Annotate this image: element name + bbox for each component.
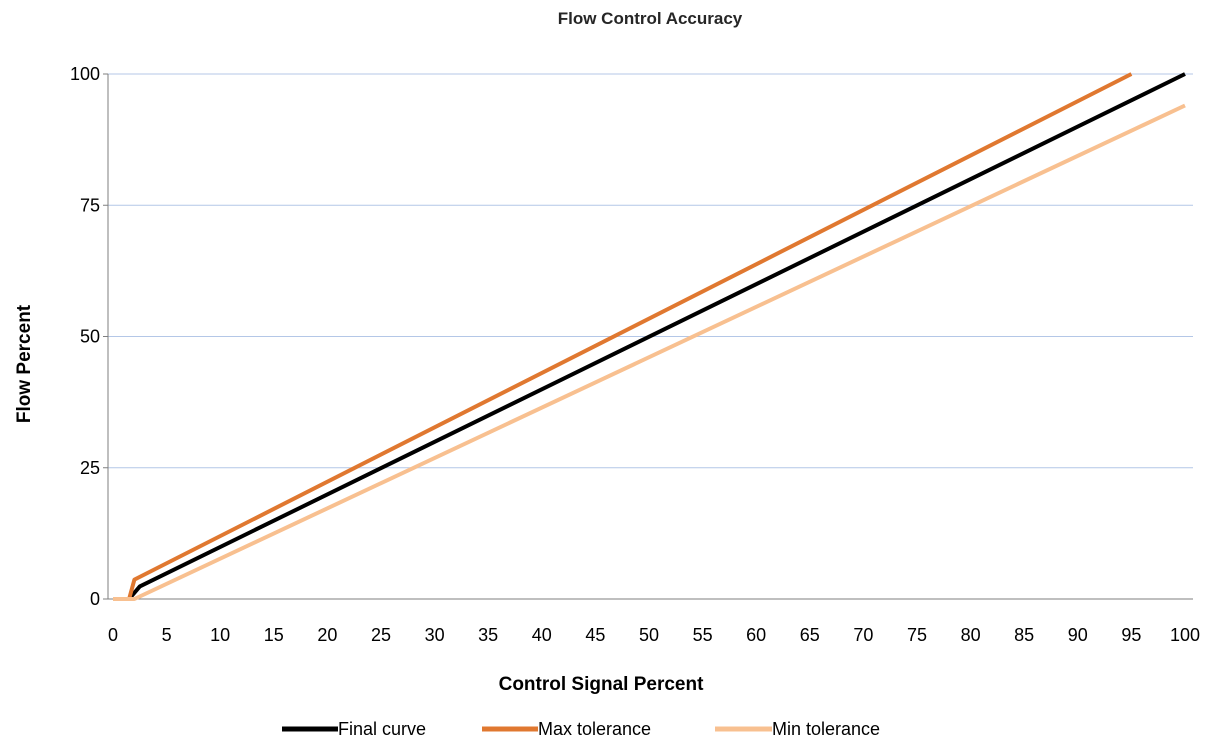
x-tick-label-6: 30	[425, 625, 445, 645]
x-tick-label-20: 100	[1170, 625, 1200, 645]
x-tick-label-2: 10	[210, 625, 230, 645]
y-tick-label-0: 0	[90, 589, 100, 609]
x-axis-title: Control Signal Percent	[499, 674, 704, 695]
y-axis-title: Flow Percent	[14, 304, 35, 423]
x-tick-label-7: 35	[478, 625, 498, 645]
legend-label-min-tolerance: Min tolerance	[772, 719, 880, 739]
x-tick-label-0: 0	[108, 625, 118, 645]
y-tick-label-2: 50	[80, 327, 100, 347]
axes	[103, 73, 1193, 600]
series-lines	[113, 72, 1186, 601]
legend-label-max-tolerance: Max tolerance	[538, 719, 651, 739]
x-tick-label-15: 75	[907, 625, 927, 645]
x-tick-label-14: 70	[853, 625, 873, 645]
y-tick-label-1: 25	[80, 458, 100, 478]
x-tick-label-12: 60	[746, 625, 766, 645]
x-tick-label-1: 5	[162, 625, 172, 645]
y-tick-label-4: 100	[70, 64, 100, 84]
y-tick-label-3: 75	[80, 195, 100, 215]
x-tick-label-9: 45	[585, 625, 605, 645]
x-tick-label-19: 95	[1121, 625, 1141, 645]
legend: Final curve Max tolerance Min tolerance	[282, 719, 880, 739]
x-tick-label-8: 40	[532, 625, 552, 645]
x-tick-label-4: 20	[317, 625, 337, 645]
x-tick-label-3: 15	[264, 625, 284, 645]
x-tick-label-10: 50	[639, 625, 659, 645]
x-tick-label-17: 85	[1014, 625, 1034, 645]
legend-label-final-curve: Final curve	[338, 719, 426, 739]
x-tick-label-5: 25	[371, 625, 391, 645]
series-line-min-tolerance	[113, 103, 1186, 601]
x-tick-label-16: 80	[961, 625, 981, 645]
y-tick-labels: 0 25 50 75 100	[70, 64, 100, 609]
gridlines	[108, 73, 1193, 469]
x-tick-label-11: 55	[693, 625, 713, 645]
x-tick-label-18: 90	[1068, 625, 1088, 645]
chart-title: Flow Control Accuracy	[558, 9, 743, 28]
x-tick-label-13: 65	[800, 625, 820, 645]
x-tick-labels: 0 5 10 15 20 25 30 35 40 45 50 55 60 65 70 75 80 85 90 95 10…	[108, 625, 1200, 645]
